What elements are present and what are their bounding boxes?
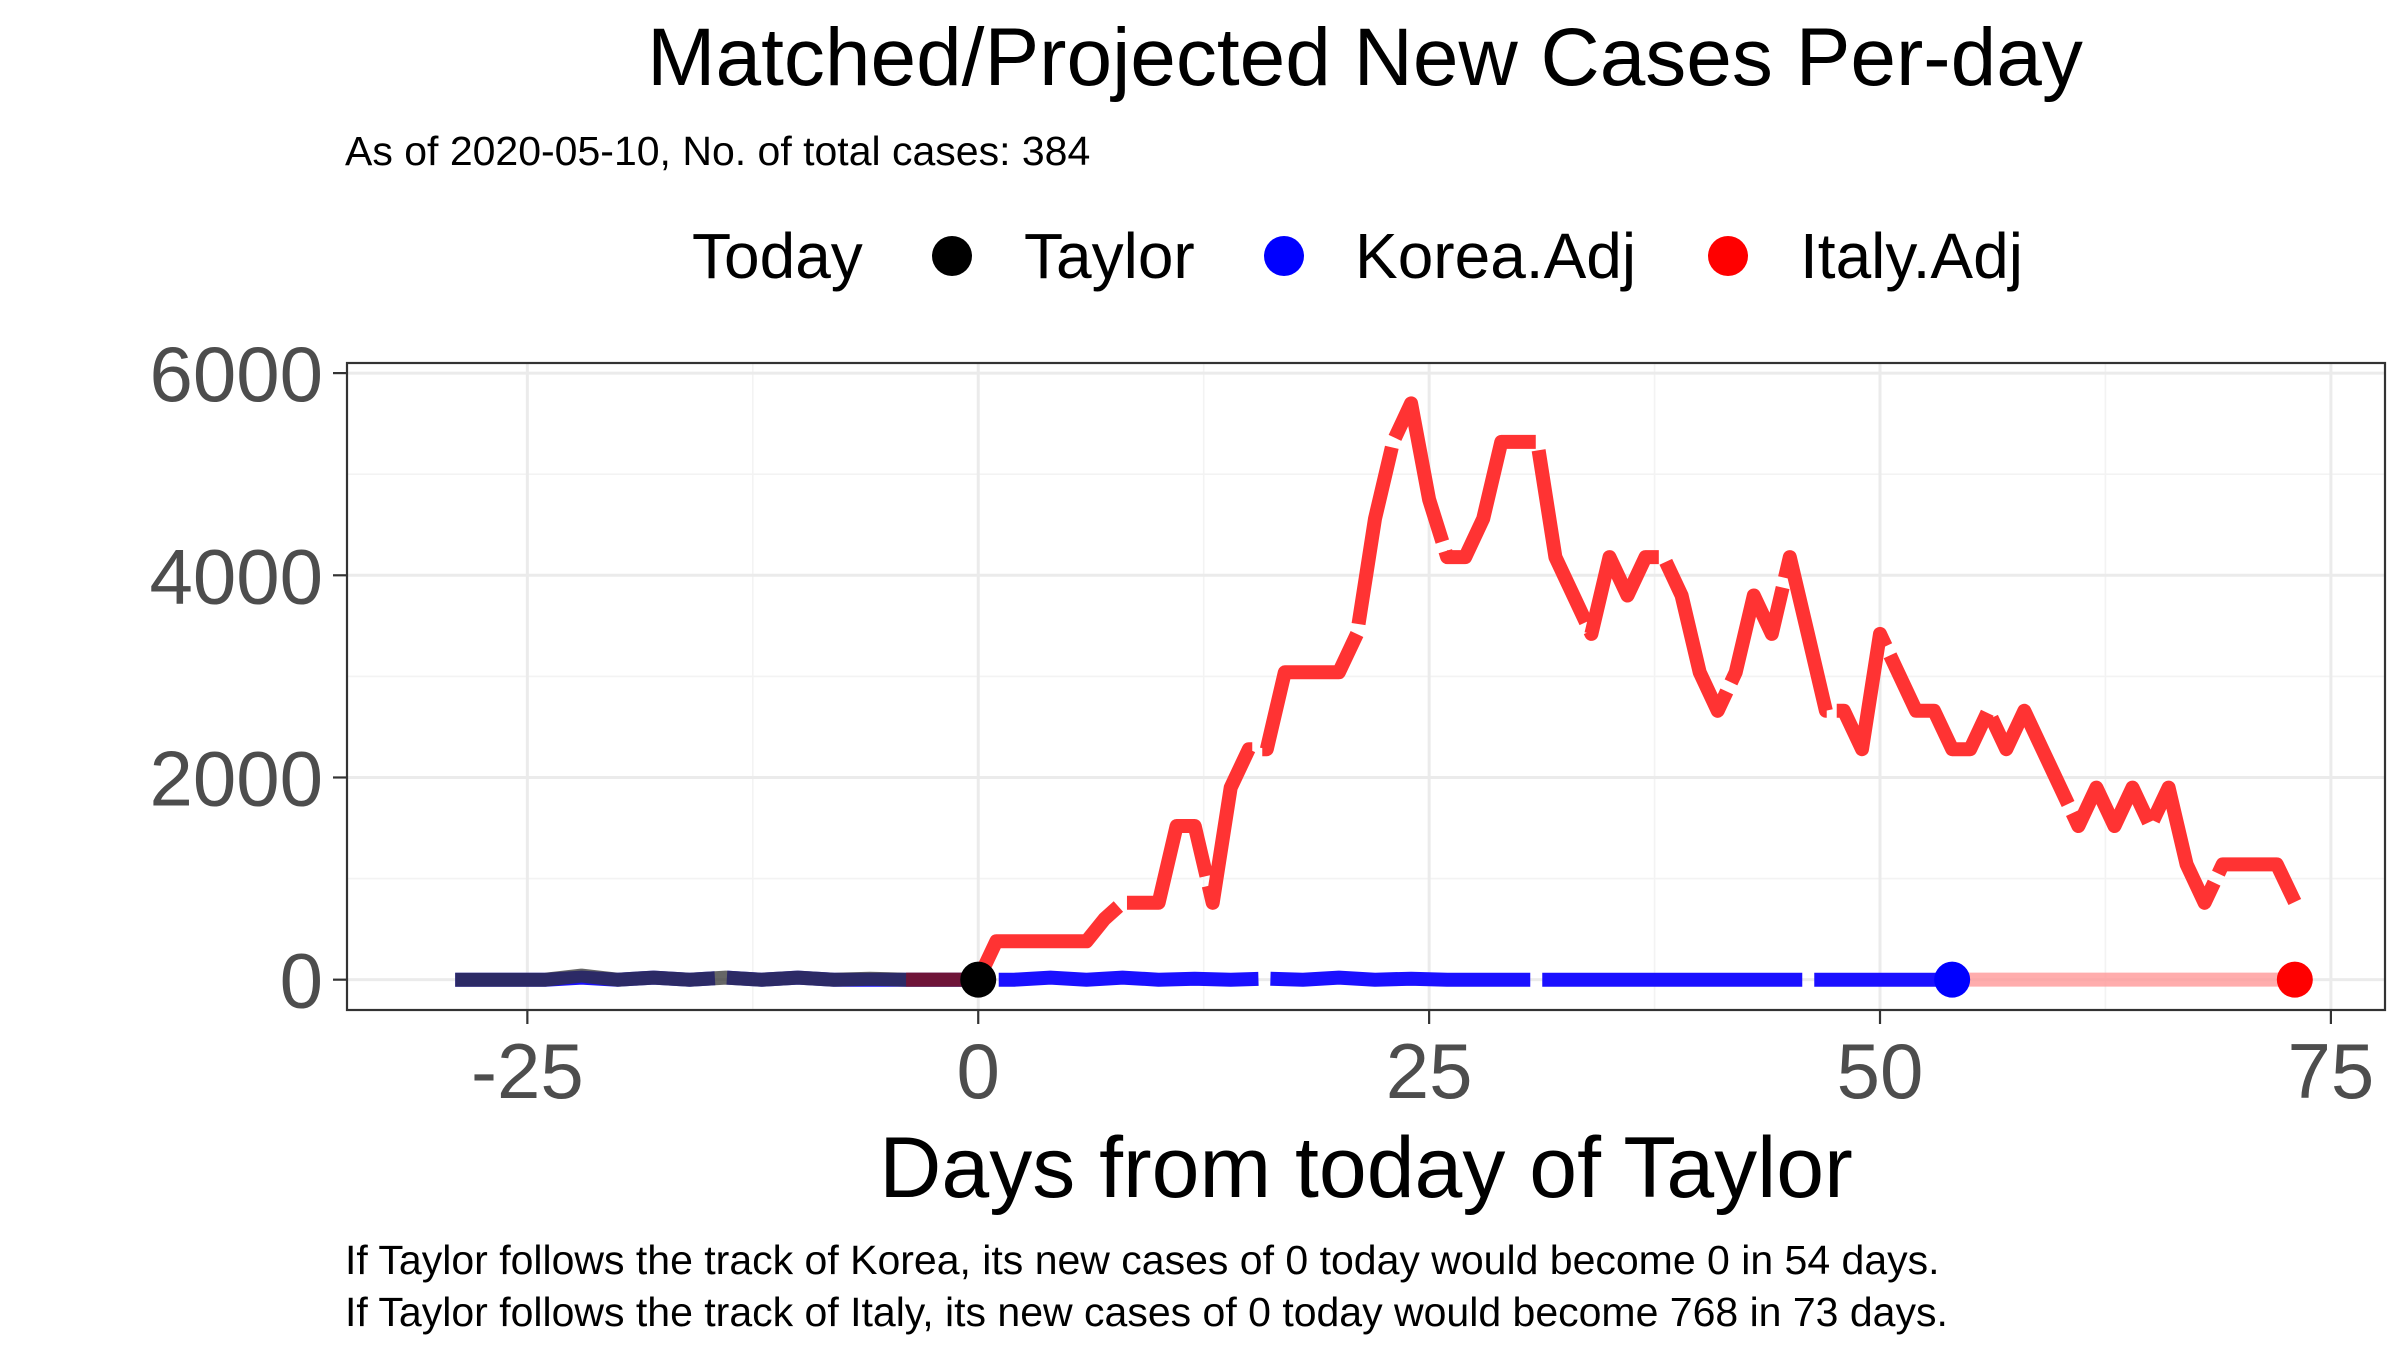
series-layer — [455, 396, 2313, 998]
panel-border — [345, 361, 2387, 1012]
x-tick-label: 50 — [1837, 1027, 1924, 1115]
y-tick-label: 0 — [280, 937, 323, 1025]
marker-italy-end — [2276, 961, 2313, 998]
legend-key-korea — [1264, 236, 1304, 276]
caption-italy: If Taylor follows the track of Italy, it… — [345, 1289, 1948, 1335]
legend-label-taylor: Taylor — [1024, 220, 1195, 292]
x-tick-label: 25 — [1386, 1027, 1473, 1115]
x-tick-label: -25 — [471, 1027, 584, 1115]
x-tick-label: 0 — [957, 1027, 1000, 1115]
plot-panel — [345, 361, 2387, 1012]
legend-key-taylor — [932, 236, 972, 276]
legend: Today Taylor Korea.Adj Italy.Adj — [692, 220, 2023, 292]
x-axis: -25 0 25 50 75 — [471, 1010, 2374, 1115]
legend-title: Today — [692, 220, 863, 292]
legend-label-italy: Italy.Adj — [1800, 220, 2023, 292]
marker-taylor-today — [960, 961, 997, 998]
caption-korea: If Taylor follows the track of Korea, it… — [345, 1237, 1940, 1283]
chart-subtitle: As of 2020-05-10, No. of total cases: 38… — [345, 128, 1090, 174]
x-tick-label: 75 — [2288, 1027, 2375, 1115]
chart-title: Matched/Projected New Cases Per-day — [647, 12, 2083, 103]
series-line-italy — [971, 396, 2302, 983]
grid — [347, 363, 2385, 1010]
y-axis: 0 2000 4000 6000 — [149, 330, 347, 1025]
marker-korea-end — [1934, 961, 1971, 998]
legend-label-korea: Korea.Adj — [1355, 220, 1636, 292]
y-tick-label: 6000 — [149, 330, 323, 418]
legend-key-italy — [1708, 236, 1748, 276]
x-axis-label: Days from today of Taylor — [879, 1120, 1852, 1216]
y-tick-label: 2000 — [149, 734, 323, 822]
y-tick-label: 4000 — [149, 532, 323, 620]
series-line-taylor — [455, 968, 979, 987]
